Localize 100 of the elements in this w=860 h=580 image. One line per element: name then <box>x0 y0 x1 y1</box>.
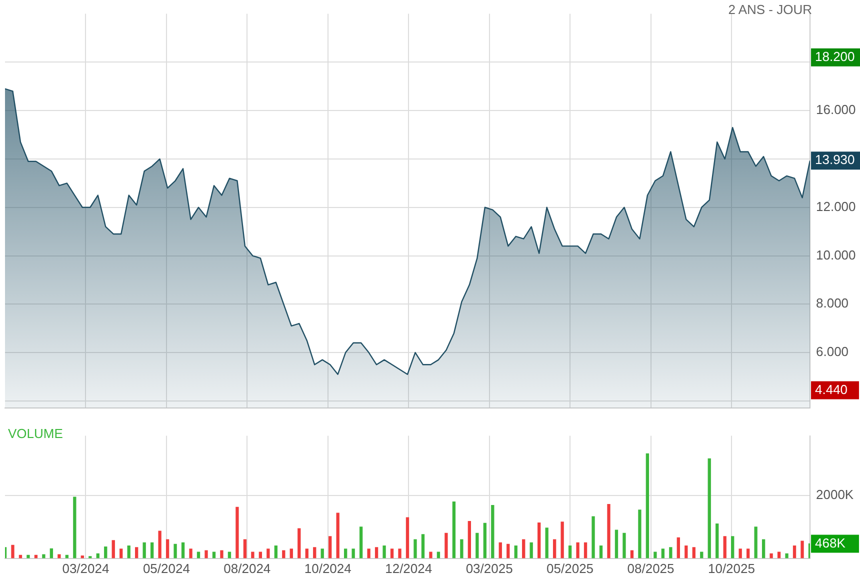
y2-tick-label: 18.200 <box>815 48 855 64</box>
bar <box>26 554 30 558</box>
bar <box>282 550 286 558</box>
bar <box>746 548 750 558</box>
bar <box>251 552 254 558</box>
bar <box>522 539 526 558</box>
chart-title: VOLUME <box>8 426 63 441</box>
bar <box>460 539 464 558</box>
bar <box>607 504 610 558</box>
bar <box>320 548 324 558</box>
bar <box>5 547 7 558</box>
bar <box>166 539 170 558</box>
bar <box>599 545 603 558</box>
bar <box>274 545 278 558</box>
bar <box>73 496 76 558</box>
bar <box>398 548 402 558</box>
x-tick-label: 03/2024 <box>62 560 110 576</box>
bar <box>181 542 185 558</box>
bar <box>429 552 432 558</box>
y2-tick-label: 13.930 <box>815 152 855 168</box>
bar <box>630 550 634 558</box>
y-tick-label: 10.000 <box>816 247 856 262</box>
bar <box>336 512 340 558</box>
bar <box>189 548 192 558</box>
bar <box>506 544 510 558</box>
bar <box>104 546 108 558</box>
bar <box>716 523 719 558</box>
bar <box>792 545 796 558</box>
bar <box>305 548 308 558</box>
bar <box>414 539 417 558</box>
bar <box>614 530 618 558</box>
x-tick-label: 05/2025 <box>546 560 594 576</box>
bar <box>452 501 456 558</box>
bar <box>50 548 54 558</box>
bar <box>112 540 115 558</box>
bar <box>584 542 588 558</box>
bar <box>692 547 696 558</box>
bar <box>359 526 363 558</box>
x-tick-label: 05/2024 <box>142 560 190 576</box>
bar <box>785 553 788 558</box>
bar <box>592 516 595 558</box>
bar <box>638 510 642 558</box>
bar <box>552 539 556 558</box>
bar <box>421 534 425 558</box>
bar <box>770 553 773 558</box>
bar <box>42 554 46 558</box>
x-tick-label: 10/2024 <box>304 560 352 576</box>
bar <box>313 547 316 558</box>
bar <box>135 547 138 558</box>
x-tick-label: 10/2025 <box>708 560 755 576</box>
bar <box>204 550 208 558</box>
bar <box>545 528 548 558</box>
y-tick-label: 16.000 <box>816 102 856 118</box>
bar <box>328 536 332 558</box>
bar <box>243 539 247 558</box>
bar <box>800 540 804 558</box>
bar <box>367 548 370 558</box>
bar <box>290 548 293 558</box>
bar <box>174 544 177 558</box>
bar <box>530 542 533 558</box>
y-tick-label: 8.000 <box>816 296 849 311</box>
bar <box>738 548 742 558</box>
bar <box>622 532 626 558</box>
bar <box>127 545 130 558</box>
bar <box>708 458 711 558</box>
bar <box>483 522 486 558</box>
bar <box>661 548 665 558</box>
bar <box>150 542 154 558</box>
bar <box>646 453 650 558</box>
bar <box>576 542 580 558</box>
bar <box>444 532 448 558</box>
bar <box>406 517 410 558</box>
y-tick-label: 6.000 <box>816 344 849 360</box>
bar <box>352 548 355 558</box>
bar <box>754 526 758 558</box>
bar <box>236 506 239 558</box>
bar <box>374 547 378 558</box>
chart-subtitle: 2 ANS - JOUR <box>728 2 812 17</box>
bar <box>390 548 394 558</box>
bar <box>382 545 386 558</box>
bar <box>568 545 572 558</box>
annotation: 468K <box>815 535 846 550</box>
bar <box>538 522 541 558</box>
x-tick-label: 12/2024 <box>385 560 432 576</box>
bar <box>11 544 14 558</box>
bar <box>142 542 146 558</box>
bar <box>266 548 270 558</box>
bar <box>514 545 518 558</box>
bar <box>676 537 680 558</box>
bar <box>762 539 766 558</box>
bar <box>298 528 301 558</box>
bar <box>560 522 564 558</box>
bar <box>120 548 123 558</box>
x-tick-label: 08/2025 <box>627 560 674 576</box>
bar <box>58 554 61 558</box>
x-tick-label: 08/2024 <box>224 560 271 576</box>
bar <box>468 520 472 558</box>
x-tick-label: 03/2025 <box>466 560 513 576</box>
bar <box>684 545 688 558</box>
bar <box>731 536 734 558</box>
